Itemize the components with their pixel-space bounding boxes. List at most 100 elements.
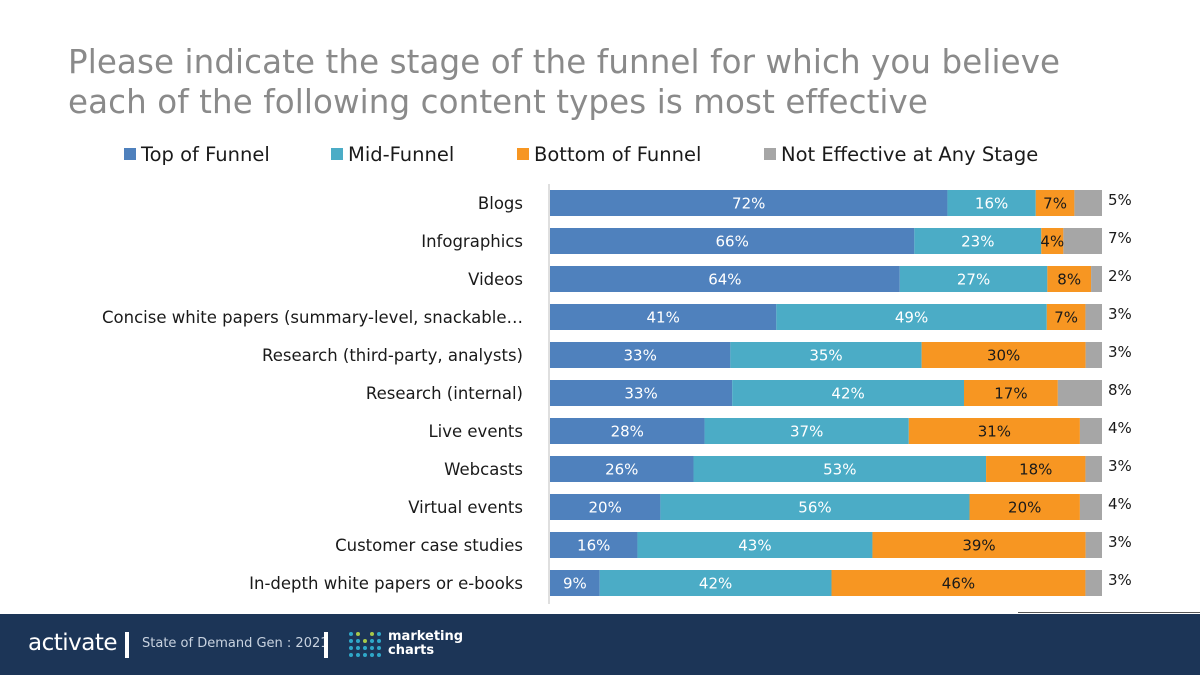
bar-bottom-of-funnel [908, 418, 1080, 444]
data-label-bottom-of-funnel: 7% [1054, 309, 1078, 327]
footer-divider-1 [125, 632, 129, 658]
footer-divider-2 [324, 632, 328, 658]
data-label-not-effective-at-any-stage: 4% [1108, 419, 1132, 437]
bar-mid-funnel [660, 494, 970, 520]
legend-label-not-effective: Not Effective at Any Stage [781, 142, 1039, 166]
legend-swatch-bottom-of-funnel [517, 148, 529, 160]
stacked-bar-chart: Blogs 72% 16% 7% 5% Infographics 66% 23% 4% 7% Vid… [102, 184, 1132, 604]
data-label-bottom-of-funnel: 46% [942, 575, 975, 593]
data-label-bottom-of-funnel: 17% [994, 385, 1027, 403]
legend-swatch-not-effective [764, 148, 776, 160]
data-label-mid-funnel: 42% [831, 385, 864, 403]
data-label-mid-funnel: 49% [895, 309, 928, 327]
bar-mid-funnel [704, 418, 909, 444]
bar-top-of-funnel [550, 494, 661, 520]
bar-bottom-of-funnel [964, 380, 1058, 406]
divider-line [1018, 612, 1200, 613]
bar-not-effective-at-any-stage [1085, 342, 1102, 368]
bar-mid-funnel [637, 532, 873, 558]
bar-not-effective-at-any-stage [1079, 418, 1102, 444]
data-label-bottom-of-funnel: 31% [978, 423, 1011, 441]
bar-bottom-of-funnel [1041, 228, 1064, 254]
category-label: Customer case studies [335, 536, 523, 555]
legend-swatch-top-of-funnel [124, 148, 136, 160]
category-label: Blogs [478, 194, 523, 213]
bar-bottom-of-funnel [969, 494, 1080, 520]
marketing-charts-line-1: marketing [388, 629, 464, 644]
data-label-top-of-funnel: 41% [646, 309, 679, 327]
data-label-not-effective-at-any-stage: 3% [1108, 305, 1132, 323]
data-label-bottom-of-funnel: 39% [962, 537, 995, 555]
category-label: Research (internal) [366, 384, 523, 403]
bar-mid-funnel [732, 380, 964, 406]
marketing-charts-wordmark: marketing charts [388, 630, 463, 658]
legend-item-top-of-funnel: Top of Funnel [124, 141, 270, 167]
data-label-not-effective-at-any-stage: 8% [1108, 381, 1132, 399]
legend-label-bottom-of-funnel: Bottom of Funnel [534, 142, 702, 166]
data-label-not-effective-at-any-stage: 4% [1108, 495, 1132, 513]
data-label-bottom-of-funnel: 7% [1043, 195, 1067, 213]
data-label-mid-funnel: 16% [975, 195, 1008, 213]
bar-not-effective-at-any-stage [1085, 456, 1102, 482]
bar-mid-funnel [899, 266, 1048, 292]
bar-not-effective-at-any-stage [1079, 494, 1102, 520]
data-label-top-of-funnel: 28% [611, 423, 644, 441]
category-label: Webcasts [444, 460, 523, 479]
marketing-charts-line-2: charts [388, 643, 435, 658]
data-label-top-of-funnel: 26% [605, 461, 638, 479]
legend-item-not-effective: Not Effective at Any Stage [764, 141, 1038, 167]
data-label-not-effective-at-any-stage: 5% [1108, 191, 1132, 209]
bar-mid-funnel [730, 342, 922, 368]
data-label-bottom-of-funnel: 4% [1040, 233, 1064, 251]
chart-title-line-1: Please indicate the stage of the funnel … [68, 43, 1061, 81]
bar-bottom-of-funnel [872, 532, 1086, 558]
data-label-top-of-funnel: 66% [715, 233, 748, 251]
data-label-bottom-of-funnel: 8% [1057, 271, 1081, 289]
bar-not-effective-at-any-stage [1063, 228, 1102, 254]
bar-top-of-funnel [550, 418, 705, 444]
bar-top-of-funnel [550, 380, 733, 406]
data-label-not-effective-at-any-stage: 7% [1108, 229, 1132, 247]
chart-title: Please indicate the stage of the funnel … [68, 42, 1148, 122]
data-label-top-of-funnel: 64% [708, 271, 741, 289]
activate-logo: activate [28, 630, 118, 656]
data-label-not-effective-at-any-stage: 3% [1108, 571, 1132, 589]
data-label-top-of-funnel: 9% [563, 575, 587, 593]
category-label: Virtual events [408, 498, 523, 517]
legend-item-mid-funnel: Mid-Funnel [331, 141, 454, 167]
bar-not-effective-at-any-stage [1057, 380, 1102, 406]
bar-not-effective-at-any-stage [1085, 304, 1102, 330]
data-label-mid-funnel: 56% [798, 499, 831, 517]
bar-top-of-funnel [550, 228, 915, 254]
bar-bottom-of-funnel [986, 456, 1086, 482]
data-label-top-of-funnel: 33% [624, 347, 657, 365]
bar-not-effective-at-any-stage [1091, 266, 1102, 292]
bar-top-of-funnel [550, 266, 900, 292]
legend-label-mid-funnel: Mid-Funnel [348, 142, 455, 166]
data-label-mid-funnel: 43% [738, 537, 771, 555]
data-label-top-of-funnel: 20% [589, 499, 622, 517]
category-label: Live events [428, 422, 523, 441]
category-label: Concise white papers (summary-level, sna… [102, 308, 523, 327]
bar-bottom-of-funnel [1046, 304, 1086, 330]
bar-mid-funnel [599, 570, 832, 596]
data-label-not-effective-at-any-stage: 2% [1108, 267, 1132, 285]
category-label: Research (third-party, analysts) [262, 346, 523, 365]
marketing-charts-dots-icon [349, 632, 381, 657]
bar-not-effective-at-any-stage [1085, 532, 1102, 558]
category-label: Infographics [421, 232, 523, 251]
bar-mid-funnel [693, 456, 987, 482]
bar-mid-funnel [914, 228, 1042, 254]
data-label-mid-funnel: 53% [823, 461, 856, 479]
bar-bottom-of-funnel [921, 342, 1086, 368]
bar-mid-funnel [776, 304, 1047, 330]
bar-mid-funnel [947, 190, 1036, 216]
data-label-top-of-funnel: 72% [732, 195, 765, 213]
data-label-bottom-of-funnel: 30% [987, 347, 1020, 365]
chart-title-line-2: each of the following content types is m… [68, 83, 928, 121]
legend-label-top-of-funnel: Top of Funnel [141, 142, 270, 166]
bar-bottom-of-funnel [1035, 190, 1075, 216]
data-label-not-effective-at-any-stage: 3% [1108, 343, 1132, 361]
legend: Top of Funnel Mid-Funnel Bottom of Funne… [0, 141, 1200, 167]
bar-bottom-of-funnel [831, 570, 1086, 596]
